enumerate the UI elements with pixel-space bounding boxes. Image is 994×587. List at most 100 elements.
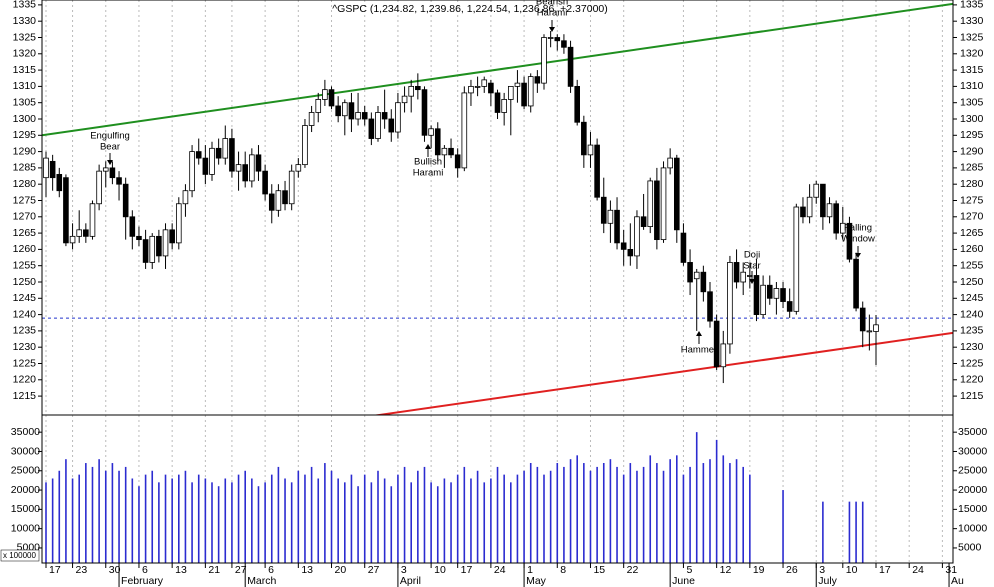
candle-body bbox=[853, 258, 859, 309]
candle-body bbox=[674, 157, 680, 231]
x-tick-label: 3 bbox=[819, 564, 825, 576]
x-tick-label: 24 bbox=[494, 564, 506, 576]
candle-body bbox=[554, 37, 561, 42]
candle-body bbox=[581, 121, 587, 156]
x-tick-label: 10 bbox=[846, 564, 858, 576]
y-tick-label-right: 1255 bbox=[960, 259, 984, 271]
candle-body bbox=[255, 154, 262, 172]
y-tick-label: 1250 bbox=[13, 276, 37, 288]
volume-tick-label-right: 10000 bbox=[958, 522, 987, 534]
volume-unit: x 100000 bbox=[3, 551, 36, 560]
y-tick-label: 1215 bbox=[13, 390, 37, 402]
candle-body bbox=[488, 82, 494, 94]
chart-title: ^GSPC (1,234.82, 1,239.86, 1,224.54, 1,2… bbox=[332, 3, 608, 15]
candle-body bbox=[507, 85, 514, 100]
candle-body bbox=[687, 262, 693, 283]
candle-body bbox=[441, 147, 448, 156]
y-tick-label: 1240 bbox=[13, 308, 37, 320]
candle-body bbox=[521, 82, 527, 107]
x-tick-label: 1 bbox=[527, 564, 533, 576]
candle-body bbox=[766, 284, 773, 299]
candle-body bbox=[527, 76, 534, 107]
candle-body bbox=[474, 85, 481, 88]
x-tick-label: 21 bbox=[208, 564, 220, 576]
candle-body bbox=[242, 164, 249, 182]
candle-body bbox=[600, 196, 607, 224]
candle-body bbox=[408, 85, 414, 97]
candle-body bbox=[448, 147, 454, 156]
candle-body bbox=[660, 167, 667, 241]
x-tick-label: 13 bbox=[301, 564, 313, 576]
x-tick-label: 8 bbox=[560, 564, 566, 576]
candle-body bbox=[136, 235, 142, 241]
y-tick-label: 1295 bbox=[13, 129, 37, 141]
month-label: June bbox=[672, 575, 695, 587]
volume-tick-label-right: 30000 bbox=[958, 445, 987, 457]
candle-body bbox=[574, 85, 580, 123]
x-tick-label: 10 bbox=[434, 564, 446, 576]
y-tick-label: 1255 bbox=[13, 259, 37, 271]
x-tick-label: 27 bbox=[235, 564, 247, 576]
candle-body bbox=[813, 183, 820, 198]
candle-body bbox=[49, 160, 56, 179]
y-tick-label: 1310 bbox=[13, 80, 37, 92]
candle-body bbox=[780, 288, 786, 302]
month-label: July bbox=[818, 575, 837, 587]
x-tick-label: 17 bbox=[49, 564, 61, 576]
candle-body bbox=[620, 242, 627, 250]
candle-body bbox=[481, 79, 488, 87]
candle-body bbox=[826, 203, 833, 218]
y-tick-label: 1335 bbox=[13, 0, 37, 11]
annotation-text: Falling bbox=[844, 223, 872, 234]
y-tick-label: 1305 bbox=[13, 96, 37, 108]
volume-tick-label-right: 15000 bbox=[958, 503, 987, 515]
x-tick-label: 19 bbox=[753, 564, 765, 576]
candle-body bbox=[534, 76, 541, 84]
candle-body bbox=[355, 112, 361, 120]
x-tick-label: 20 bbox=[335, 564, 347, 576]
candle-body bbox=[56, 174, 63, 192]
candle-body bbox=[275, 190, 282, 211]
y-tick-label-right: 1270 bbox=[960, 211, 984, 223]
annotation-text: Window bbox=[841, 234, 875, 245]
candle-body bbox=[262, 170, 268, 195]
candle-body bbox=[667, 157, 673, 169]
candle-body bbox=[806, 196, 813, 218]
candle-body bbox=[169, 229, 175, 244]
y-tick-label: 1235 bbox=[13, 325, 37, 337]
annotation-text: Star bbox=[743, 261, 760, 272]
y-tick-label-right: 1305 bbox=[960, 96, 984, 108]
annotation-arrowhead bbox=[855, 253, 861, 258]
candle-body bbox=[846, 222, 853, 260]
candle-body bbox=[793, 206, 800, 312]
candle-body bbox=[249, 154, 255, 182]
candle-body bbox=[501, 99, 507, 113]
candle-body bbox=[89, 203, 96, 237]
overlay-lines bbox=[42, 2, 953, 415]
month-label: March bbox=[247, 575, 276, 587]
volume-tick-label: 25000 bbox=[11, 465, 40, 477]
candle-body bbox=[614, 209, 620, 244]
x-tick-label: 26 bbox=[786, 564, 798, 576]
candle-body bbox=[468, 85, 474, 94]
x-tick-label: 24 bbox=[912, 564, 924, 576]
candle-body bbox=[461, 92, 468, 169]
x-tick-label: 6 bbox=[142, 564, 148, 576]
x-tick-label: 17 bbox=[879, 564, 891, 576]
y-tick-label: 1225 bbox=[13, 357, 37, 369]
volume-tick-label-right: 20000 bbox=[958, 484, 987, 496]
month-label: April bbox=[400, 575, 421, 587]
y-tick-label-right: 1220 bbox=[960, 374, 984, 386]
candle-body bbox=[96, 170, 102, 205]
y-tick-label-right: 1310 bbox=[960, 80, 984, 92]
y-tick-label-right: 1285 bbox=[960, 162, 984, 174]
candle-body bbox=[428, 128, 434, 136]
y-tick-label-right: 1300 bbox=[960, 113, 984, 125]
annotation-text: Harami bbox=[413, 168, 444, 179]
candle-body bbox=[873, 324, 879, 332]
candle-body bbox=[547, 37, 554, 39]
candle-body bbox=[454, 154, 461, 169]
annotation-arrowhead bbox=[749, 279, 755, 284]
candle-body bbox=[335, 105, 341, 117]
annotation-text: Engulfing bbox=[90, 131, 130, 142]
